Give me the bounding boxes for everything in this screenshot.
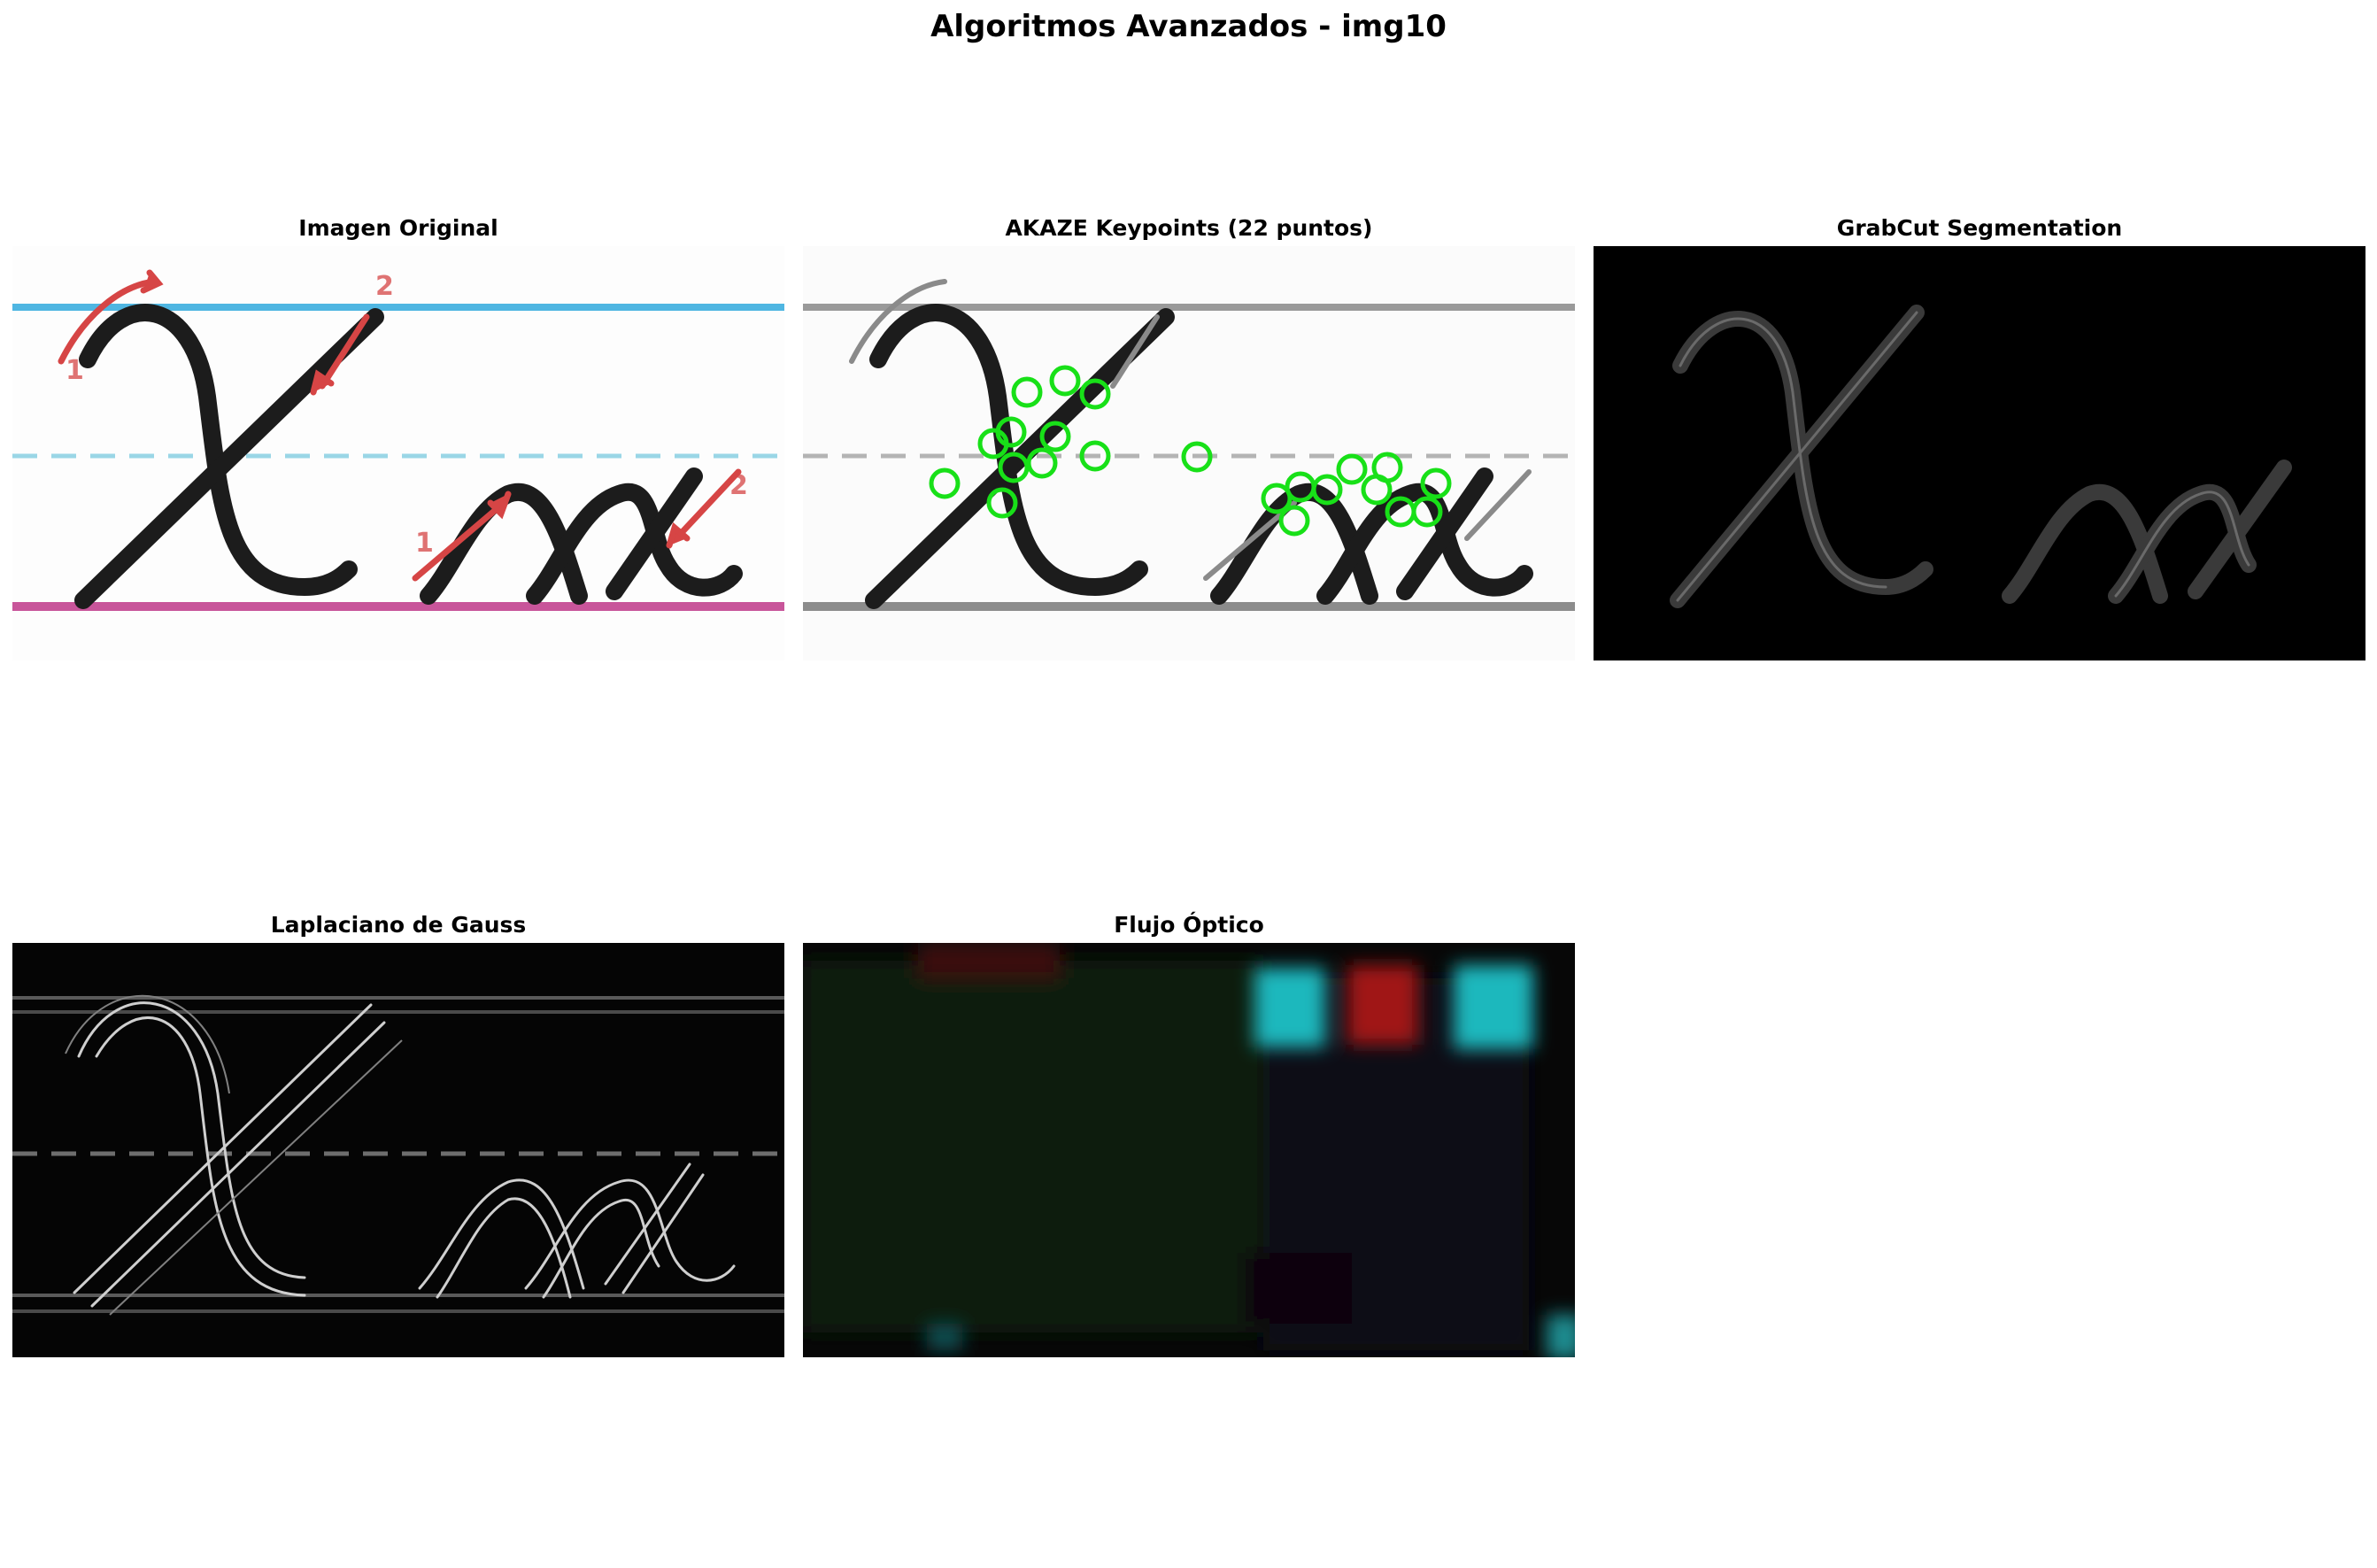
figure-title: Algoritmos Avanzados - img10	[930, 9, 1447, 44]
panel-grabcut-image	[1594, 246, 2365, 660]
panel-title-original: Imagen Original	[298, 215, 498, 241]
panel-title-grabcut: GrabCut Segmentation	[1836, 215, 2123, 241]
panel-original-image: 1 2 1 2	[12, 246, 784, 660]
stroke-label-1: 1	[66, 355, 84, 386]
panel-flow-image	[803, 943, 1575, 1357]
akaze-keypoints	[929, 365, 1452, 537]
panel-akaze-image	[803, 246, 1575, 660]
panel-title-laplacian: Laplaciano de Gauss	[270, 912, 527, 938]
stroke-label-3: 1	[415, 528, 434, 559]
stroke-label-2: 2	[375, 271, 394, 302]
panel-title-akaze: AKAZE Keypoints (22 puntos)	[1005, 215, 1373, 241]
stroke-label-4: 2	[729, 470, 748, 501]
panel-laplacian-image	[12, 943, 784, 1357]
panel-title-flow: Flujo Óptico	[1114, 912, 1264, 938]
